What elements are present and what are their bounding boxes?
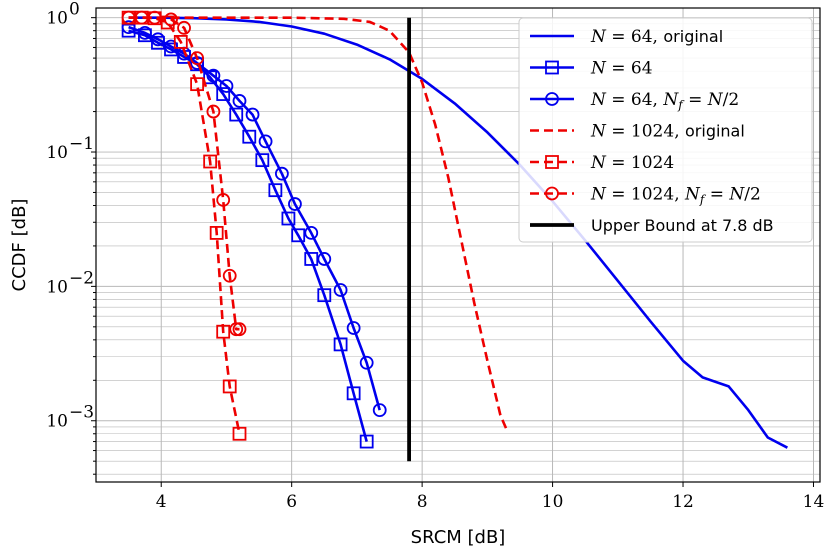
data-point (232, 94, 247, 108)
x-tick-label: 4 (156, 492, 167, 512)
legend-entry: N = 64, original (530, 27, 723, 47)
data-point (206, 68, 221, 83)
data-point (304, 226, 319, 240)
data-point (222, 268, 237, 283)
data-point (291, 228, 306, 243)
series-layer (121, 10, 789, 462)
data-point (121, 20, 136, 35)
data-point (216, 324, 231, 339)
series-4 (128, 16, 509, 431)
x-tick-label: 14 (803, 492, 825, 512)
x-tick-label: 8 (417, 492, 428, 512)
data-point (164, 12, 178, 27)
legend-label: N = 64, Nf = N/2 (590, 90, 739, 112)
data-point (288, 197, 302, 211)
x-tick-label: 6 (286, 492, 297, 512)
data-point (346, 386, 361, 401)
data-point (134, 10, 149, 25)
data-point (219, 79, 234, 93)
series-line (128, 29, 368, 442)
data-point (242, 129, 257, 144)
data-point (232, 426, 247, 441)
series-line (128, 25, 381, 411)
legend: N = 64, original N = 64 N = 64, Nf = N/2 N … (518, 17, 813, 243)
legend-entry: N = 1024 (530, 153, 674, 173)
data-point (304, 252, 319, 266)
legend-entry: N = 1024, Nf = N/2 (530, 185, 761, 207)
data-point (164, 39, 178, 54)
series-line (128, 16, 789, 449)
y-axis-label: CCDF [dB] (9, 199, 30, 292)
y-tick-exponent: −1 (69, 134, 94, 154)
data-point (255, 153, 270, 168)
legend-label: N = 1024, original (590, 122, 745, 142)
y-tick-exponent: −3 (69, 403, 94, 423)
data-point (258, 134, 273, 149)
data-point (346, 321, 361, 335)
y-tick-label: 10 (46, 9, 68, 29)
x-axis-label: SRCM [dB] (411, 527, 506, 548)
y-tick-exponent: 0 (69, 0, 80, 20)
legend-entry: Upper Bound at 7.8 dB (530, 216, 774, 235)
y-tick-label: 10 (46, 412, 68, 432)
series-5 (121, 10, 247, 441)
data-point (216, 87, 231, 101)
data-point (317, 252, 332, 266)
data-point (173, 35, 188, 49)
legend-label: N = 64, original (590, 27, 723, 47)
y-tick-exponent: −2 (69, 268, 94, 288)
legend-entry: N = 1024, original (530, 122, 745, 142)
legend-marker (545, 92, 559, 106)
data-point (281, 211, 296, 226)
data-point (359, 434, 374, 449)
data-point (190, 77, 204, 92)
data-point (245, 107, 260, 122)
legend-entry: N = 64, Nf = N/2 (530, 90, 739, 112)
data-point (274, 166, 289, 181)
legend-label: N = 1024 (590, 153, 674, 173)
data-point (190, 51, 204, 66)
plot-frame (95, 7, 821, 483)
data-point (372, 403, 387, 418)
data-point (138, 26, 152, 40)
legend-label: N = 1024, Nf = N/2 (590, 185, 761, 207)
x-tick-label: 12 (672, 492, 694, 512)
data-point (216, 193, 231, 207)
legend-entry: N = 64 (530, 59, 653, 79)
data-point (209, 226, 224, 240)
data-point (232, 322, 247, 337)
series-line (128, 16, 509, 431)
data-point (229, 107, 244, 122)
data-point (121, 10, 136, 25)
series-1 (128, 16, 789, 449)
data-point (333, 283, 348, 297)
legend-marker (545, 186, 559, 201)
legend-marker (545, 60, 559, 75)
data-point (317, 288, 332, 303)
data-point (147, 10, 162, 25)
series-6 (121, 10, 247, 337)
data-point (359, 355, 374, 370)
legend-label: N = 64 (590, 59, 653, 79)
data-point (151, 32, 165, 47)
legend-box (518, 17, 813, 243)
data-point (177, 20, 191, 35)
data-point (333, 337, 348, 352)
data-point (268, 183, 283, 198)
legend-marker (545, 155, 559, 169)
data-point (222, 379, 237, 394)
y-tick-label: 10 (46, 277, 68, 297)
legend-label: Upper Bound at 7.8 dB (591, 216, 774, 235)
x-tick-label: 10 (542, 492, 564, 512)
data-point (121, 23, 136, 38)
data-point (206, 104, 221, 119)
y-tick-label: 10 (46, 143, 68, 163)
data-point (203, 154, 218, 169)
series-line (128, 16, 240, 331)
